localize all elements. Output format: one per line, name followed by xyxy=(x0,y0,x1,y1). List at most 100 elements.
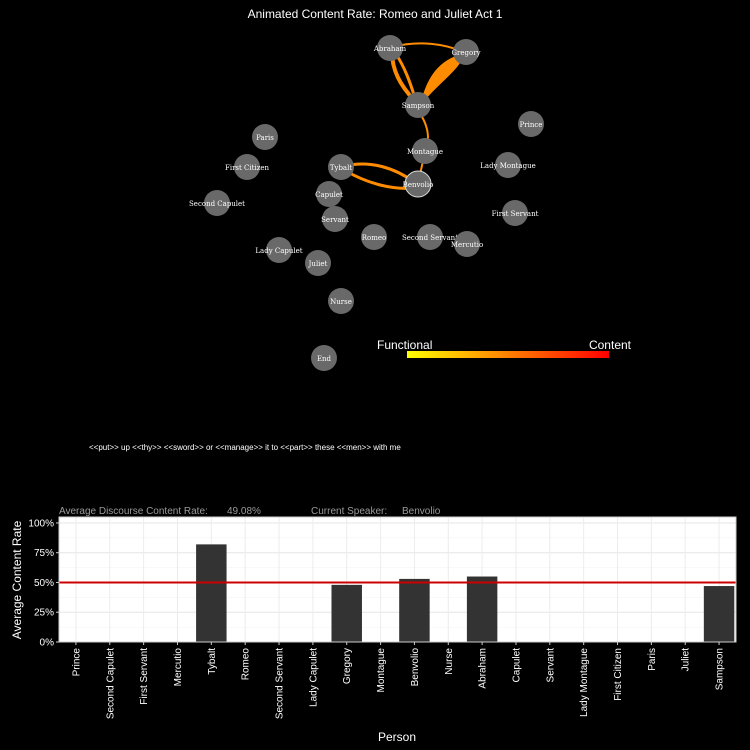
node-circle xyxy=(252,124,278,150)
legend-gradient-bar xyxy=(407,351,609,358)
legend-low-label: Functional xyxy=(377,338,432,352)
legend-high-label: Content xyxy=(589,338,632,352)
node-sampson: Sampson xyxy=(402,92,435,118)
node-first-servant: First Servant xyxy=(492,200,539,226)
y-tick-label: 50% xyxy=(34,578,54,589)
y-tick-label: 75% xyxy=(34,548,54,559)
x-tick-label: Lady Montague xyxy=(579,648,590,717)
node-circle xyxy=(204,190,230,216)
node-circle xyxy=(417,224,443,250)
avg-content-value: 49.08% xyxy=(227,506,261,517)
node-label: Paris xyxy=(256,134,274,142)
node-label: Romeo xyxy=(362,234,386,242)
node-circle xyxy=(328,154,354,180)
node-label: First Citizen xyxy=(225,164,270,172)
x-tick-label: Montague xyxy=(376,648,387,693)
node-circle xyxy=(412,138,438,164)
x-tick-label: Nurse xyxy=(444,648,455,675)
node-circle xyxy=(311,345,337,371)
bar-tybalt xyxy=(196,544,227,642)
node-circle xyxy=(361,224,387,250)
bars xyxy=(196,544,735,642)
x-tick-label: Sampson xyxy=(715,648,726,690)
y-tick-label: 0% xyxy=(40,638,55,649)
network-nodes: Abraham Gregory Sampson Paris Prince Montague… xyxy=(189,35,544,371)
node-label: Second Capulet xyxy=(189,200,245,208)
node-circle xyxy=(518,111,544,137)
x-axis-title: Person xyxy=(378,730,416,744)
y-axis-title: Average Content Rate xyxy=(10,520,24,639)
color-legend: Functional Content xyxy=(377,338,632,358)
x-tick-label: Benvolio xyxy=(410,648,421,687)
node-label: Juliet xyxy=(308,260,328,268)
node-capulet: Capulet xyxy=(315,181,343,207)
node-label: Gregory xyxy=(451,49,480,57)
node-circle xyxy=(502,200,528,226)
plot-border xyxy=(58,516,737,643)
x-tick-label: Paris xyxy=(647,648,658,671)
bar-sampson xyxy=(703,586,735,642)
y-tick-label: 25% xyxy=(34,608,54,619)
plot-panel xyxy=(59,517,736,642)
edge-tybalt-benvolio xyxy=(344,162,415,184)
node-label: First Servant xyxy=(492,210,539,218)
node-circle xyxy=(305,250,331,276)
node-label: End xyxy=(317,355,332,363)
node-label: Second Servant xyxy=(402,234,458,242)
node-circle xyxy=(328,288,354,314)
network-edges xyxy=(344,42,466,190)
node-paris: Paris xyxy=(252,124,278,150)
node-lady-montague: Lady Montague xyxy=(480,152,536,178)
x-tick-label: Second Servant xyxy=(275,648,286,719)
node-servant: Servant xyxy=(321,206,349,232)
x-tick-label: Gregory xyxy=(342,648,353,684)
node-abraham: Abraham xyxy=(373,35,407,61)
node-romeo: Romeo xyxy=(361,224,387,250)
node-montague: Montague xyxy=(407,138,443,164)
speaker-value: Benvolio xyxy=(402,506,441,517)
x-axis-ticks: Prince Second Capulet First Servant Mercuti… xyxy=(71,642,726,719)
x-tick-label: First Citizen xyxy=(613,648,624,701)
node-label: Lady Montague xyxy=(480,162,536,170)
y-tick-label: 100% xyxy=(28,518,54,529)
node-circle xyxy=(234,154,260,180)
node-end: End xyxy=(311,345,337,371)
bar-chart: 0% 25% 50% 75% 100% Prince Second Capulet Firs… xyxy=(10,516,737,744)
x-tick-label: Second Capulet xyxy=(105,648,116,719)
node-prince: Prince xyxy=(518,111,544,137)
node-label: Prince xyxy=(520,121,543,129)
node-tybalt: Tybalt xyxy=(328,154,354,180)
node-first-citizen: First Citizen xyxy=(225,154,270,180)
x-tick-label: Servant xyxy=(545,648,556,683)
node-label: Servant xyxy=(321,216,349,224)
node-lady-capulet: Lady Capulet xyxy=(255,237,303,263)
node-circle xyxy=(404,170,432,198)
node-label: Benvolio xyxy=(403,181,434,189)
node-second-capulet: Second Capulet xyxy=(189,190,245,216)
bar-benvolio xyxy=(399,578,430,642)
x-tick-label: Capulet xyxy=(511,648,522,683)
edge-gregory-sampson xyxy=(422,52,466,100)
node-label: Montague xyxy=(407,148,443,156)
node-circle xyxy=(322,206,348,232)
bar-abraham xyxy=(466,576,498,642)
speaker-label: Current Speaker: xyxy=(311,506,387,517)
network-title: Animated Content Rate: Romeo and Juliet … xyxy=(248,7,503,21)
x-tick-label: First Servant xyxy=(139,648,150,705)
node-benvolio: Benvolio xyxy=(403,170,434,198)
node-label: Sampson xyxy=(402,102,435,110)
x-tick-label: Tybalt xyxy=(207,648,218,675)
x-tick-label: Lady Capulet xyxy=(308,648,319,707)
node-label: Abraham xyxy=(373,45,407,53)
node-label: Capulet xyxy=(315,191,343,199)
x-tick-label: Abraham xyxy=(478,648,489,689)
node-label: Nurse xyxy=(330,298,352,306)
bar-gregory xyxy=(331,584,362,642)
node-juliet: Juliet xyxy=(305,250,331,276)
x-tick-label: Juliet xyxy=(681,648,692,672)
node-nurse: Nurse xyxy=(328,288,354,314)
node-mercutio: Mercutio xyxy=(451,231,483,257)
node-label: Tybalt xyxy=(330,164,353,172)
x-tick-label: Mercutio xyxy=(173,648,184,687)
